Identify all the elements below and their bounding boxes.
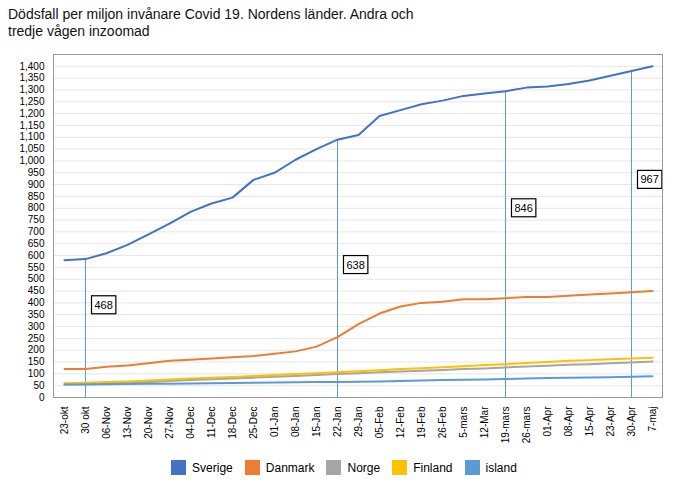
svg-text:15-Apr: 15-Apr (584, 406, 595, 437)
svg-text:500: 500 (28, 273, 45, 284)
svg-text:950: 950 (28, 167, 45, 178)
svg-text:12-Mar: 12-Mar (479, 406, 490, 438)
svg-text:200: 200 (28, 344, 45, 355)
svg-text:1,050: 1,050 (19, 143, 44, 154)
svg-text:650: 650 (28, 238, 45, 249)
svg-text:700: 700 (28, 226, 45, 237)
svg-text:13-Nov: 13-Nov (122, 407, 133, 439)
svg-text:250: 250 (28, 333, 45, 344)
svg-text:0: 0 (39, 392, 45, 403)
svg-text:150: 150 (28, 356, 45, 367)
svg-text:350: 350 (28, 309, 45, 320)
svg-text:1,100: 1,100 (19, 131, 44, 142)
svg-text:600: 600 (28, 250, 45, 261)
svg-text:846: 846 (515, 202, 533, 214)
svg-text:05-Feb: 05-Feb (374, 406, 385, 438)
html-text:Sverige: Sverige (192, 460, 233, 475)
svg-text:7-maj: 7-maj (647, 407, 658, 432)
svg-text:1,200: 1,200 (19, 108, 44, 119)
svg-text:400: 400 (28, 297, 45, 308)
svg-text:1,350: 1,350 (19, 72, 44, 83)
svg-text:1,000: 1,000 (19, 155, 44, 166)
html-text:Dödsfall per miljon invånare C: Dödsfall per miljon invånare Covid 19. N… (8, 6, 414, 39)
svg-text:19-mars: 19-mars (500, 407, 511, 444)
svg-text:850: 850 (28, 191, 45, 202)
html-text:Danmark: Danmark (265, 460, 315, 475)
svg-text:750: 750 (28, 214, 45, 225)
svg-text:08-Apr: 08-Apr (563, 406, 574, 437)
html-text:Norge: Norge (347, 460, 381, 475)
svg-text:1,400: 1,400 (19, 61, 44, 72)
svg-text:04-Dec: 04-Dec (185, 407, 196, 439)
svg-text:29-Jan: 29-Jan (353, 407, 364, 438)
svg-text:23-Apr: 23-Apr (605, 406, 616, 437)
svg-text:22-Jan: 22-Jan (332, 407, 343, 438)
svg-text:19-Feb: 19-Feb (416, 406, 427, 438)
svg-text:18-Dec: 18-Dec (227, 407, 238, 439)
svg-text:01-Apr: 01-Apr (542, 406, 553, 437)
html-text:island: island (485, 460, 517, 475)
svg-text:468: 468 (95, 299, 113, 311)
svg-text:800: 800 (28, 202, 45, 213)
svg-text:27-Nov: 27-Nov (164, 407, 175, 439)
svg-text:900: 900 (28, 179, 45, 190)
svg-text:06-Nov: 06-Nov (101, 407, 112, 439)
svg-text:1,150: 1,150 (19, 120, 44, 131)
svg-text:30 okt: 30 okt (80, 406, 91, 433)
svg-text:638: 638 (347, 259, 365, 271)
svg-text:11-Dec: 11-Dec (206, 407, 217, 439)
svg-text:5-mars: 5-mars (458, 407, 469, 438)
svg-text:25-Dec: 25-Dec (248, 407, 259, 439)
svg-text:26-mars: 26-mars (521, 407, 532, 444)
svg-text:1,300: 1,300 (19, 84, 44, 95)
svg-text:01-Jan: 01-Jan (269, 407, 280, 438)
svg-text:12-Feb: 12-Feb (395, 406, 406, 438)
svg-text:26-Feb: 26-Feb (437, 406, 448, 438)
svg-text:550: 550 (28, 262, 45, 273)
svg-text:23-okt: 23-okt (59, 406, 70, 434)
svg-text:300: 300 (28, 321, 45, 332)
svg-text:15-Jan: 15-Jan (311, 407, 322, 438)
svg-text:450: 450 (28, 285, 45, 296)
svg-text:30-Apr: 30-Apr (626, 406, 637, 437)
svg-text:967: 967 (641, 173, 659, 185)
svg-text:1,250: 1,250 (19, 96, 44, 107)
svg-text:100: 100 (28, 368, 45, 379)
svg-text:08-Jan: 08-Jan (290, 407, 301, 438)
svg-text:50: 50 (33, 380, 45, 391)
html-text:Finland: Finland (413, 460, 453, 475)
svg-text:20-Nov: 20-Nov (143, 407, 154, 439)
